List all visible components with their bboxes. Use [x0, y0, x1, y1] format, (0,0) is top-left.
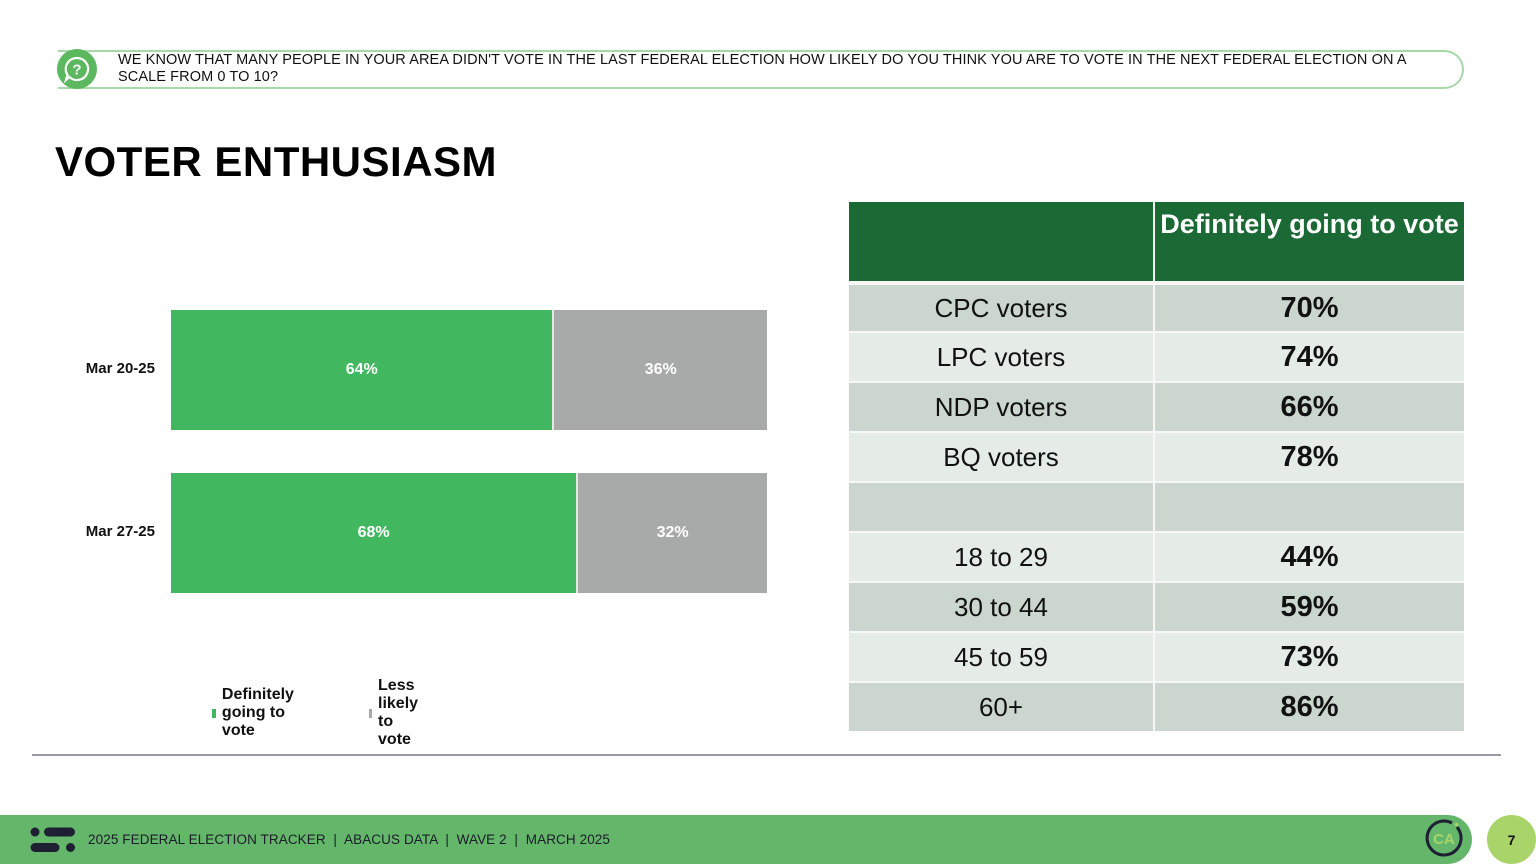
table-header-empty-cell — [849, 202, 1155, 281]
row-value: 74% — [1280, 340, 1339, 373]
abacus-logo-icon — [30, 827, 75, 852]
page-number-badge: 7 — [1487, 815, 1536, 864]
bar-category-label: Mar 27-25 — [85, 523, 155, 540]
bar-segment-definitely: 64% — [171, 310, 553, 430]
table-row: 45 to 59 73% — [849, 631, 1464, 681]
svg-text:CA: CA — [1433, 831, 1455, 848]
legend-label: Less likely to vote — [378, 677, 419, 748]
table-row: CPC voters 70% — [849, 281, 1464, 331]
row-label: 30 to 44 — [849, 583, 1155, 631]
speech-bubble-question-icon: ? — [57, 49, 97, 89]
row-value: 86% — [1280, 690, 1339, 723]
row-value: 73% — [1280, 640, 1339, 673]
legend-item-less-likely: Less likely to vote — [369, 677, 424, 749]
divider — [32, 754, 1501, 756]
footer-bar — [0, 815, 1472, 864]
legend-label: Definitely going to vote — [221, 686, 294, 739]
row-label: 45 to 59 — [849, 633, 1155, 681]
legend-swatch-icon — [212, 708, 216, 718]
svg-text:?: ? — [72, 62, 81, 79]
legend-item-definitely: Definitely going to vote — [212, 677, 299, 749]
bar-segment-less-likely: 36% — [552, 310, 767, 430]
bar-row: 64% 36% — [171, 310, 767, 430]
row-label: LPC voters — [849, 333, 1155, 381]
table-row: NDP voters 66% — [849, 381, 1464, 431]
footer-text: 2025 FEDERAL ELECTION TRACKER | ABACUS D… — [88, 832, 611, 847]
row-value: 70% — [1280, 291, 1339, 324]
question-text: WE KNOW THAT MANY PEOPLE IN YOUR AREA DI… — [118, 52, 1406, 85]
table-header-cell: Definitely going to vote — [1160, 209, 1459, 239]
row-value: 44% — [1280, 540, 1339, 573]
table-row: 18 to 29 44% — [849, 531, 1464, 581]
bar-row: 68% 32% — [171, 473, 767, 593]
row-value: 78% — [1280, 440, 1339, 473]
bar-category-label: Mar 20-25 — [85, 360, 155, 377]
legend-swatch-icon — [369, 708, 373, 718]
row-value — [1155, 483, 1464, 531]
row-value: 66% — [1280, 390, 1339, 423]
page-title: VOTER ENTHUSIASM — [55, 138, 498, 185]
question-banner — [58, 50, 1464, 89]
table-row: BQ voters 78% — [849, 431, 1464, 481]
table-row: LPC voters 74% — [849, 331, 1464, 381]
row-label: 18 to 29 — [849, 533, 1155, 581]
enthusiasm-table: Definitely going to vote CPC voters 70% … — [849, 202, 1464, 731]
bar-segment-less-likely: 32% — [576, 473, 767, 593]
row-label — [849, 483, 1155, 531]
table-row-spacer — [849, 481, 1464, 531]
row-label: CPC voters — [849, 285, 1155, 331]
row-label: NDP voters — [849, 383, 1155, 431]
row-label: BQ voters — [849, 433, 1155, 481]
table-header: Definitely going to vote — [849, 202, 1464, 281]
row-label: 60+ — [849, 683, 1155, 731]
row-value: 59% — [1280, 590, 1339, 623]
table-row: 60+ 86% — [849, 681, 1464, 731]
ca-badge-icon: CA — [1425, 819, 1463, 857]
chart-legend: Definitely going to vote Less likely to … — [212, 677, 424, 749]
bar-segment-definitely: 68% — [171, 473, 577, 593]
table-row: 30 to 44 59% — [849, 581, 1464, 631]
